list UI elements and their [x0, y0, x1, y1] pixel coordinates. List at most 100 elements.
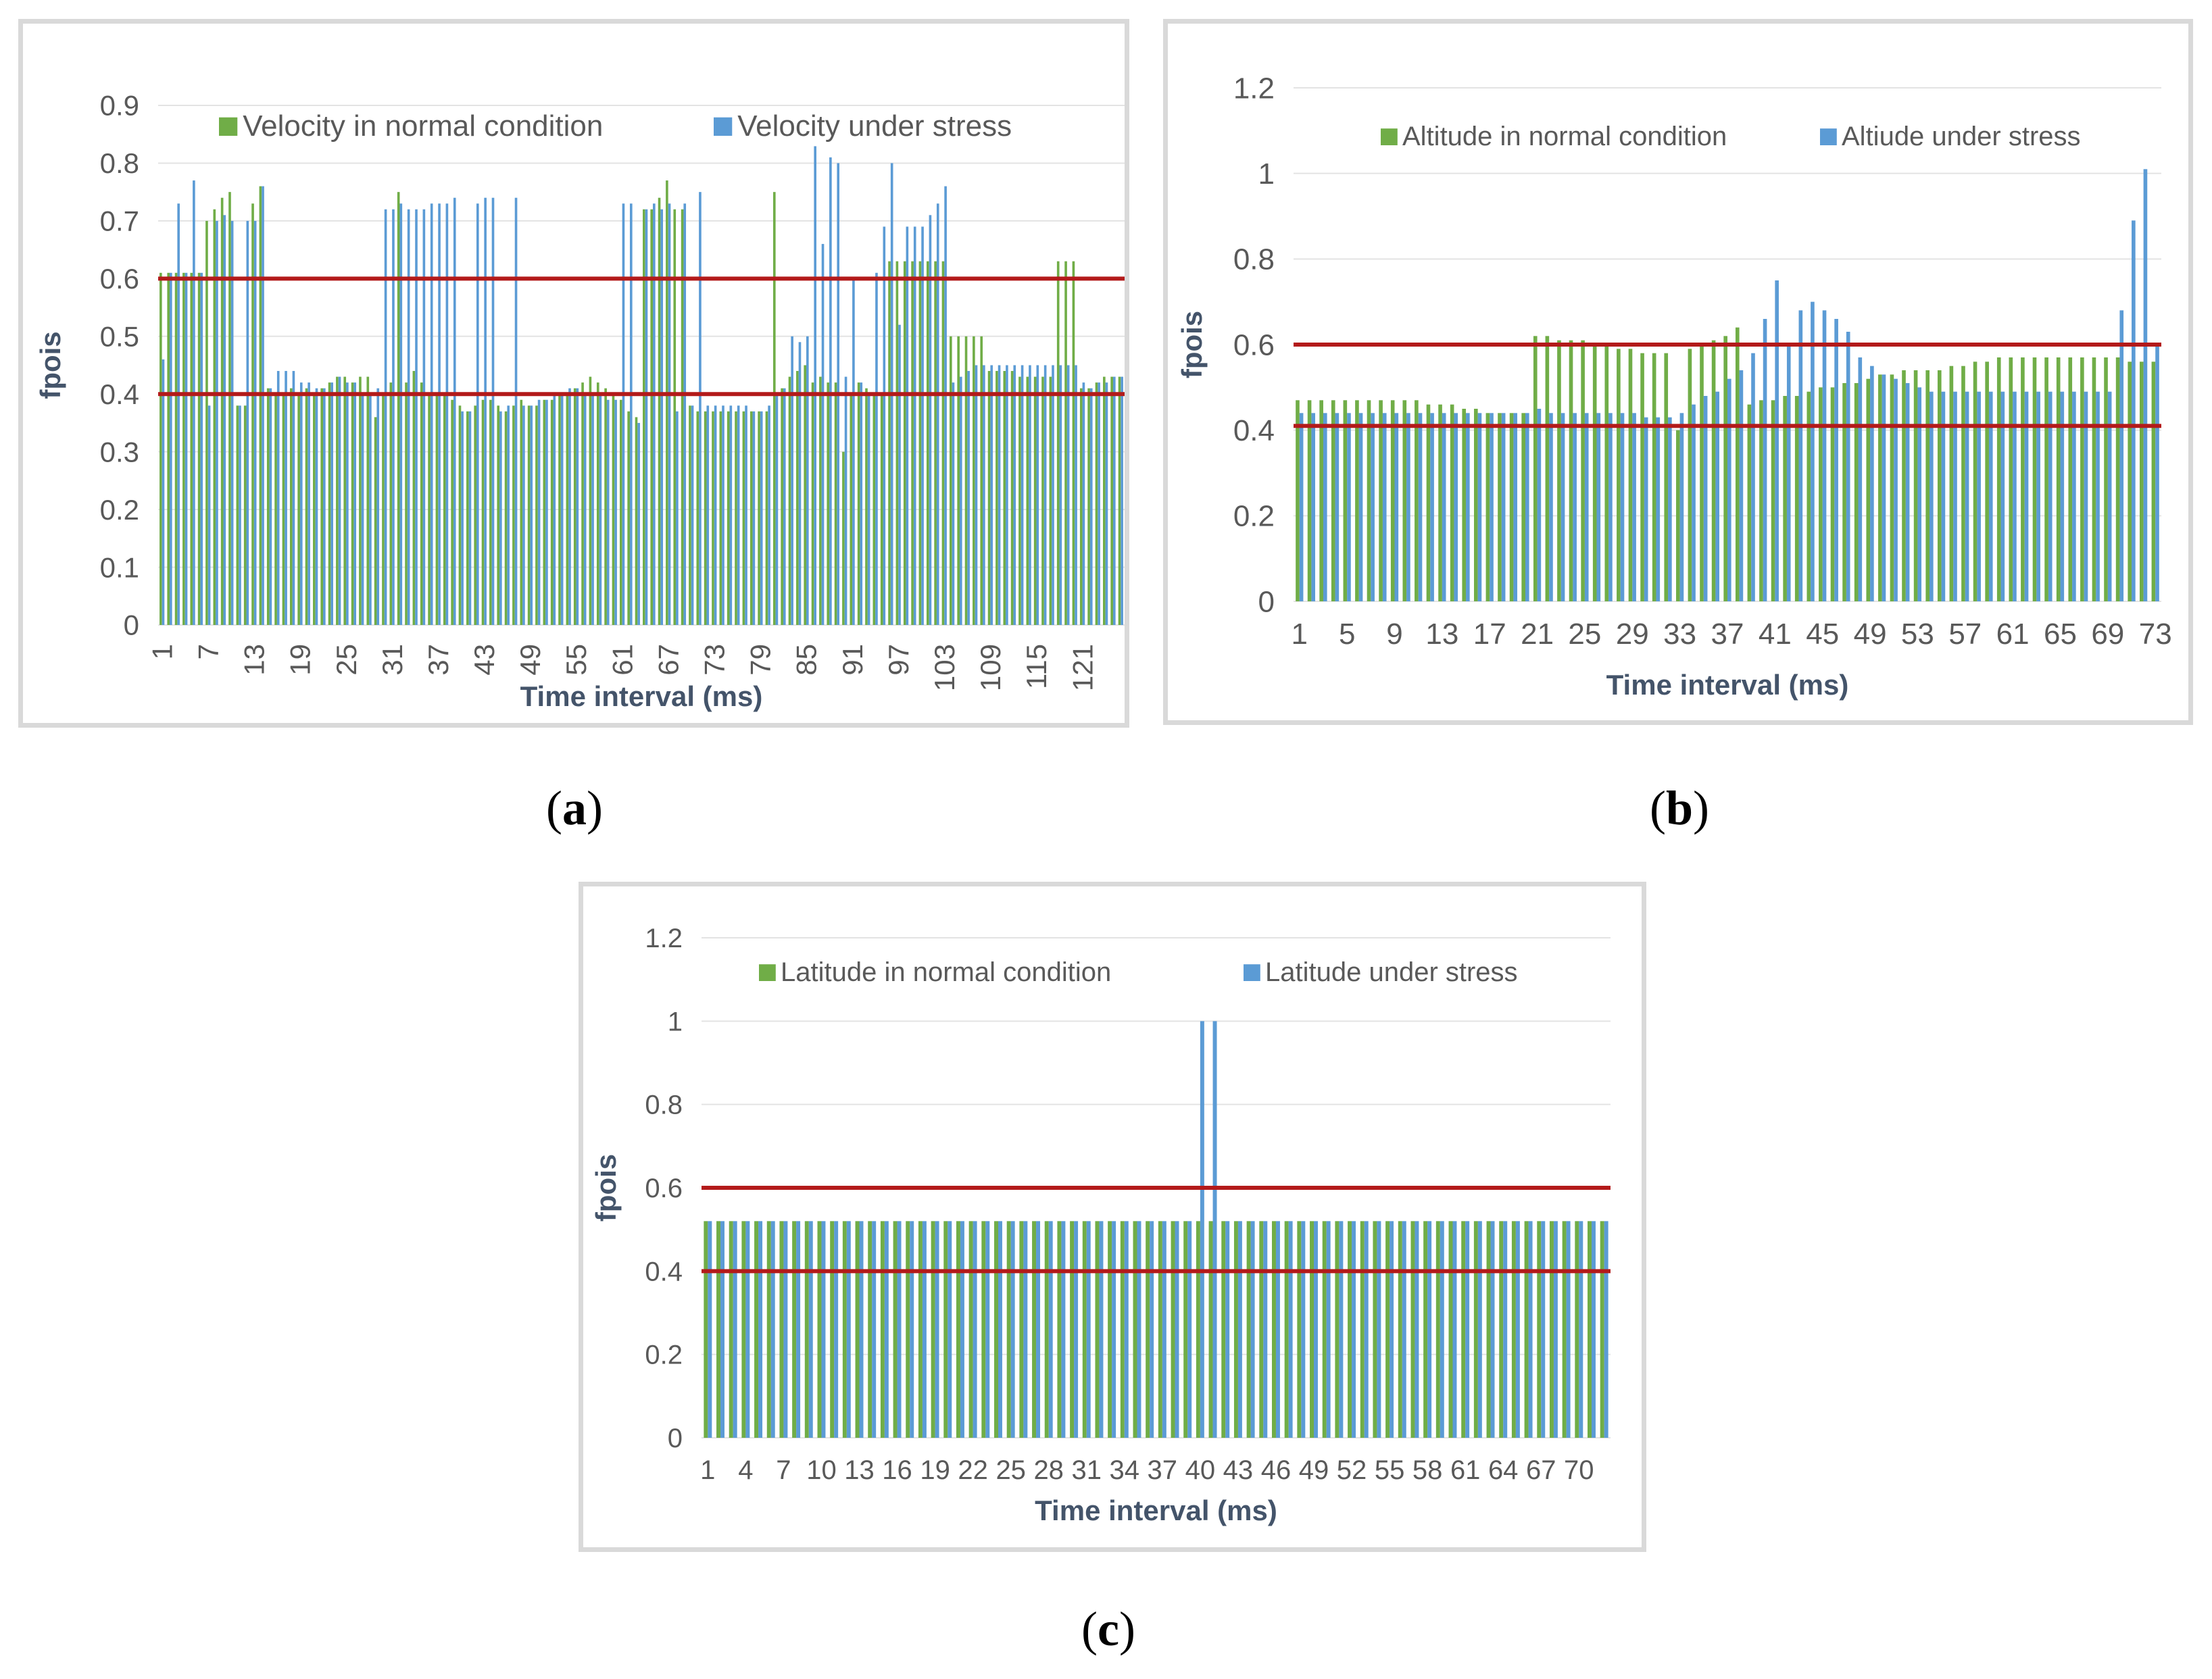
bar-stress [653, 203, 656, 625]
bar-stress [1798, 310, 1803, 601]
x-tick-label: 1 [700, 1455, 715, 1485]
x-tick-label: 19 [920, 1455, 950, 1485]
bar-stress [361, 394, 364, 625]
bar-stress [415, 209, 418, 625]
bar-normal [1537, 1221, 1542, 1438]
bar-normal [658, 197, 661, 626]
y-tick-label: 0.4 [100, 378, 139, 410]
bar-stress [1406, 413, 1410, 601]
bar-normal [994, 1221, 998, 1438]
bar-stress [875, 272, 878, 625]
bar-normal [428, 394, 431, 625]
bar-stress [1043, 365, 1047, 625]
bar-normal [1003, 371, 1006, 625]
bar-normal [535, 405, 538, 625]
bar-stress [1075, 365, 1077, 625]
bar-stress [407, 209, 410, 625]
bar-stress [722, 405, 724, 625]
bar-normal [1735, 327, 1740, 601]
bar-normal [1509, 413, 1514, 601]
bar-stress [1036, 1221, 1041, 1438]
bar-normal [1010, 371, 1014, 625]
bar-stress [1953, 391, 1957, 601]
bar-stress [806, 336, 809, 625]
bar-stress [1440, 1221, 1444, 1438]
legend-swatch-normal [759, 964, 776, 981]
bar-stress [484, 197, 487, 626]
bar-normal [1575, 1221, 1579, 1438]
x-tick-label: 103 [929, 644, 960, 691]
bar-normal [968, 1221, 973, 1438]
x-tick-label: 13 [1425, 618, 1458, 651]
x-tick-label: 25 [1568, 618, 1601, 651]
bar-stress [1941, 391, 1946, 601]
bar-normal [643, 209, 645, 625]
bar-stress [438, 203, 441, 625]
bar-normal [520, 399, 523, 625]
bar-stress [1311, 413, 1316, 601]
bar-normal [466, 411, 469, 625]
bar-stress [2084, 391, 2088, 601]
bar-normal [405, 382, 408, 625]
bar-normal [1343, 400, 1348, 601]
bar-stress [1656, 417, 1661, 601]
bar-normal [527, 405, 531, 625]
bar-stress [330, 382, 333, 625]
bar-normal [1807, 391, 1811, 601]
bar-normal [1628, 349, 1633, 601]
x-tick-label: 45 [1806, 618, 1839, 651]
bar-normal [635, 417, 638, 625]
bar-normal [1617, 349, 1621, 601]
bar-stress [1727, 378, 1731, 601]
x-tick-label: 17 [1473, 618, 1506, 651]
bar-stress [1579, 1221, 1583, 1438]
y-tick-label: 0.5 [100, 320, 139, 352]
bar-normal [382, 394, 385, 625]
bar-stress [491, 197, 495, 626]
caption-a: (a) [546, 781, 603, 835]
bar-normal [343, 376, 347, 625]
y-tick-label: 0.6 [645, 1174, 683, 1203]
y-tick-label: 1 [1258, 157, 1275, 191]
bar-stress [2107, 391, 2112, 601]
bar-normal [313, 394, 316, 625]
bar-normal [1019, 1221, 1024, 1438]
bar-normal [727, 411, 730, 625]
y-tick-label: 0.2 [1233, 500, 1275, 533]
x-tick-label: 13 [239, 644, 270, 676]
bar-stress [1200, 1021, 1204, 1438]
x-tick-label: 7 [193, 644, 224, 659]
bar-normal [1545, 336, 1550, 601]
bar-normal [2044, 357, 2048, 601]
bar-stress [775, 394, 779, 625]
bar-normal [1581, 340, 1585, 601]
bar-stress [1834, 319, 1838, 601]
chart-panel-c: 0 0.2 0.4 0.6 0.8 1 1.2 1 4 7 10 13 16 19 22 25 28 31 34 37… [579, 882, 1646, 1552]
caption-c: (c) [1081, 1602, 1135, 1656]
bar-normal [1095, 382, 1098, 625]
bar-normal [729, 1221, 733, 1438]
bar-normal [964, 336, 968, 625]
bar-normal [1044, 1221, 1049, 1438]
bar-stress [223, 215, 226, 626]
bar-normal [842, 1221, 847, 1438]
bar-stress [829, 157, 832, 625]
bar-stress [729, 405, 733, 625]
bar-normal [1985, 361, 1989, 601]
bar-stress [1988, 391, 1993, 601]
bar-stress [583, 394, 587, 625]
bar-normal [1676, 430, 1680, 601]
bar-stress [2119, 310, 2124, 601]
bar-stress [883, 226, 886, 625]
bar-normal [1410, 1221, 1415, 1438]
bar-normal [236, 405, 239, 625]
bar-normal [1652, 353, 1656, 601]
bar-normal [1221, 1221, 1226, 1438]
bar-stress [1175, 1221, 1179, 1438]
bar-stress [2000, 391, 2005, 601]
bar-normal [811, 382, 814, 625]
bar-stress [1620, 413, 1625, 601]
bar-stress [973, 1221, 977, 1438]
bar-normal [1854, 383, 1859, 601]
bar-stress [929, 215, 932, 626]
